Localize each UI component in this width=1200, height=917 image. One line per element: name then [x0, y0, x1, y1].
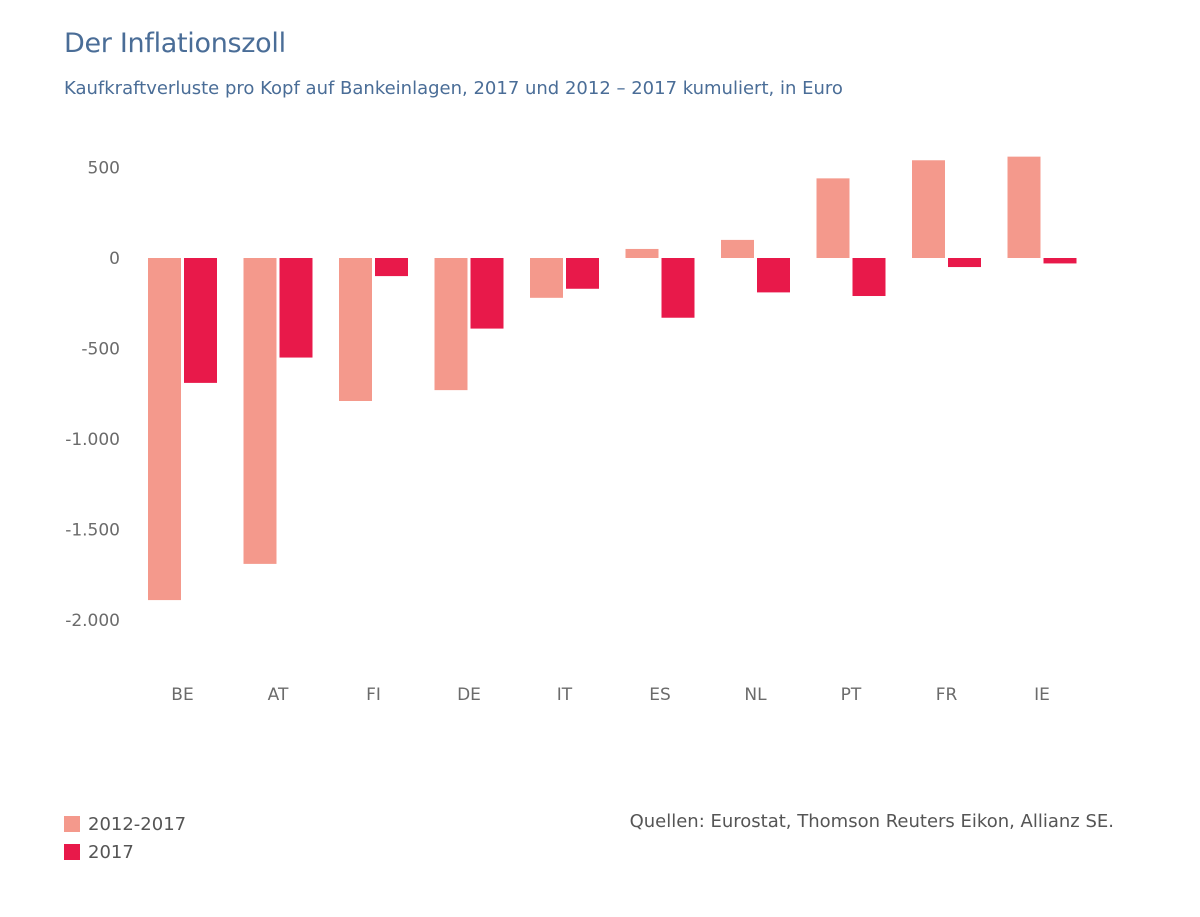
- bar-fr-2012-2017: [912, 160, 945, 258]
- bar-ie-2017: [1043, 258, 1077, 264]
- x-tick-label-ie: IE: [1034, 685, 1050, 705]
- bar-it-2017: [566, 258, 599, 289]
- y-tick-label: -1.500: [65, 521, 120, 541]
- y-tick-label: -1.000: [65, 430, 120, 450]
- chart-title: Der Inflationszoll: [64, 28, 286, 59]
- x-axis: BE AT FI DE IT ES NL PT FR IE: [171, 685, 1050, 705]
- bar-it-2012-2017: [530, 258, 563, 298]
- x-tick-label-at: AT: [268, 685, 289, 705]
- x-tick-label-nl: NL: [744, 685, 767, 705]
- legend-swatch-2012-2017: [64, 816, 80, 832]
- y-tick-label: 500: [88, 159, 120, 179]
- legend-swatch-2017: [64, 844, 80, 860]
- x-tick-label-fr: FR: [936, 685, 958, 705]
- bar-fi-2012-2017: [339, 258, 372, 401]
- legend: 2012-2017 2017: [64, 810, 186, 866]
- bar-at-2012-2017: [243, 258, 277, 564]
- x-tick-label-it: IT: [557, 685, 573, 705]
- bar-be-2012-2017: [148, 258, 181, 601]
- chart-subtitle: Kaufkraftverluste pro Kopf auf Bankeinla…: [64, 78, 843, 99]
- bar-pt-2012-2017: [816, 178, 850, 258]
- x-tick-label-pt: PT: [841, 685, 862, 705]
- legend-item-2012-2017: 2012-2017: [64, 810, 186, 838]
- bar-de-2017: [470, 258, 504, 329]
- y-tick-label: 0: [109, 249, 120, 269]
- bar-pt-2017: [852, 258, 886, 297]
- bar-fr-2017: [948, 258, 981, 268]
- bar-ie-2012-2017: [1007, 156, 1041, 258]
- y-tick-label: -500: [81, 340, 120, 360]
- y-axis: 500 0 -500 -1.000 -1.500 -2.000: [65, 159, 120, 632]
- bar-nl-2012-2017: [721, 239, 754, 258]
- x-tick-label-de: DE: [457, 685, 481, 705]
- bar-at-2017: [279, 258, 313, 358]
- y-tick-label: -2.000: [65, 611, 120, 631]
- bar-be-2017: [184, 258, 217, 383]
- bar-de-2012-2017: [434, 258, 468, 391]
- legend-label-2017: 2017: [88, 841, 134, 863]
- bars: [148, 156, 1077, 601]
- x-tick-label-be: BE: [171, 685, 193, 705]
- bar-es-2012-2017: [625, 248, 659, 258]
- x-tick-label-fi: FI: [366, 685, 381, 705]
- bar-nl-2017: [757, 258, 790, 293]
- legend-item-2017: 2017: [64, 838, 186, 866]
- x-tick-label-es: ES: [649, 685, 671, 705]
- bar-fi-2017: [375, 258, 408, 277]
- legend-label-2012-2017: 2012-2017: [88, 813, 187, 835]
- bar-es-2017: [661, 258, 695, 318]
- source-note: Quellen: Eurostat, Thomson Reuters Eikon…: [629, 811, 1114, 832]
